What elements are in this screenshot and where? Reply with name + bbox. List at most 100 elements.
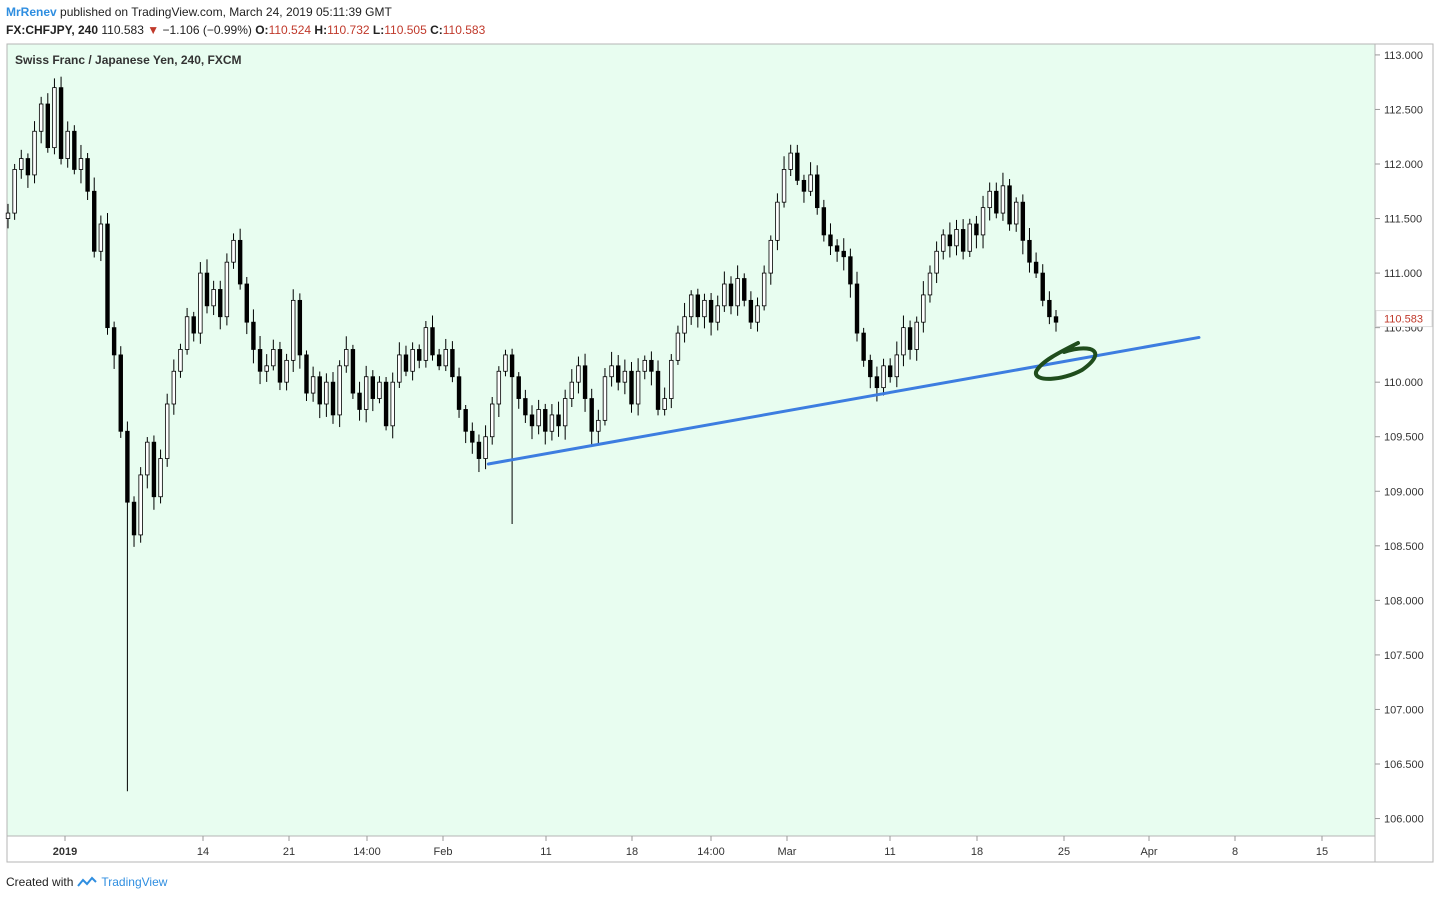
candle-body xyxy=(974,223,979,236)
candle-body xyxy=(19,158,24,170)
y-tick-label: 112.500 xyxy=(1384,104,1423,116)
candle-body xyxy=(138,474,143,536)
candle-body xyxy=(848,256,853,285)
candle-body xyxy=(383,381,389,427)
candle-body xyxy=(463,409,468,432)
candle-body xyxy=(105,223,110,329)
candle-body xyxy=(602,376,608,421)
candle-body xyxy=(1053,316,1059,323)
candle-body xyxy=(357,392,362,410)
candle-body xyxy=(509,354,515,378)
trendline xyxy=(486,335,1201,466)
candle-body xyxy=(32,130,37,176)
candle-body xyxy=(490,403,495,438)
candle-body xyxy=(184,316,190,350)
candle-body xyxy=(237,239,243,285)
candle-body xyxy=(795,152,800,181)
candle-body xyxy=(642,359,647,372)
price-axis[interactable] xyxy=(1374,43,1434,863)
candle-body xyxy=(662,398,667,410)
y-tick-label: 111.500 xyxy=(1384,214,1422,226)
candle-body xyxy=(987,190,992,209)
candle-body xyxy=(291,299,296,361)
y-tick-label: 111.000 xyxy=(1384,268,1422,280)
candle-body xyxy=(297,299,303,356)
candle-body xyxy=(655,370,661,410)
candle-body xyxy=(1014,201,1019,225)
footer: Created with TradingView xyxy=(6,875,167,889)
candle-body xyxy=(224,261,230,318)
candle-body xyxy=(669,359,674,399)
publish-info: MrRenev published on TradingView.com, Ma… xyxy=(6,5,392,19)
candle-body xyxy=(821,207,827,236)
candle-body xyxy=(828,234,833,247)
x-tick-label: 18 xyxy=(971,846,983,858)
candle-body xyxy=(715,305,720,323)
time-axis[interactable] xyxy=(6,835,1376,863)
candle-body xyxy=(85,158,90,192)
y-tick-label: 107.500 xyxy=(1384,650,1424,662)
candle-body xyxy=(549,414,555,432)
price-tag-label: 110.583 xyxy=(1384,314,1423,326)
tradingview-brand-link[interactable]: TradingView xyxy=(101,875,168,889)
candle-body xyxy=(894,354,900,378)
candle-body xyxy=(178,349,183,372)
candle-body xyxy=(775,201,780,241)
x-tick-label: Mar xyxy=(778,846,797,858)
candle-body xyxy=(788,152,793,170)
candle-body xyxy=(277,349,283,383)
low-value: 110.505 xyxy=(384,23,427,37)
drawings xyxy=(486,335,1201,466)
x-tick-label: 14:00 xyxy=(353,846,381,858)
candle-body xyxy=(370,376,376,399)
candle-body xyxy=(363,376,369,410)
x-tick-label: 11 xyxy=(884,846,895,858)
candle-body xyxy=(854,283,860,334)
candle-body xyxy=(695,294,701,318)
candle-body xyxy=(516,376,521,399)
candle-body xyxy=(251,321,256,350)
high-label: H: xyxy=(314,23,328,37)
candle-body xyxy=(456,376,462,410)
candle-body xyxy=(722,283,727,307)
candle-body xyxy=(257,349,263,372)
candle-body xyxy=(742,278,747,301)
tradingview-logo-icon xyxy=(77,876,98,887)
candle-body xyxy=(1033,261,1039,274)
candle-body xyxy=(304,354,309,394)
candle-body xyxy=(841,250,846,258)
x-tick-label: 18 xyxy=(626,846,638,858)
candle-body xyxy=(616,365,621,383)
candle-body xyxy=(98,223,104,252)
candle-body xyxy=(377,381,382,399)
candle-body xyxy=(834,245,840,252)
candle-body xyxy=(1047,299,1052,318)
candle-body xyxy=(211,289,216,307)
symbol-info: FX:CHFJPY, 240 110.583 ▼ −1.106 (−0.99%)… xyxy=(6,23,485,37)
author-link[interactable]: MrRenev xyxy=(6,5,57,19)
candle-body xyxy=(65,130,70,159)
candle-body xyxy=(38,103,44,132)
candle-body xyxy=(523,398,528,416)
candle-body xyxy=(801,179,807,192)
candle-body xyxy=(921,294,926,323)
candle-body xyxy=(164,403,170,459)
candle-body xyxy=(390,381,395,427)
candle-body xyxy=(1040,272,1045,301)
x-tick-label: 14:00 xyxy=(697,846,725,858)
candle-body xyxy=(755,305,760,323)
candle-body xyxy=(231,239,236,263)
candle-body xyxy=(496,370,502,405)
candle-body xyxy=(191,316,196,334)
candle-body xyxy=(536,409,541,427)
x-tick-label: Feb xyxy=(434,846,453,858)
candle-body xyxy=(218,289,223,318)
candle-body xyxy=(317,376,322,405)
candle-body xyxy=(761,272,767,307)
candle-body xyxy=(887,365,893,378)
candle-body xyxy=(264,365,269,372)
candle-body xyxy=(562,398,568,427)
plot-area[interactable] xyxy=(6,43,1376,837)
current-price-tag: 110.583 xyxy=(1375,310,1433,328)
